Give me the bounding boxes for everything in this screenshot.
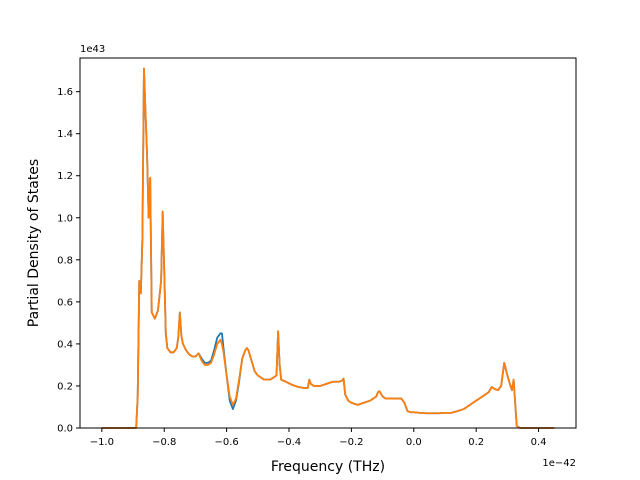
x-axis-label: Frequency (THz) [271,459,385,475]
series-line-2 [101,67,555,429]
y-axis-label: Partial Density of States [26,159,42,327]
y-tick-label: 1.6 [57,87,73,98]
y-axis-ticks: 0.0 0.2 0.4 0.6 0.8 1.0 1.2 1.4 1.6 [57,87,80,435]
y-tick-label: 1.2 [57,171,73,182]
y-offset-label: 1e43 [80,44,105,55]
x-tick-label: 0.2 [468,437,484,448]
y-tick-label: 1.4 [57,129,73,140]
x-tick-label: 0.0 [406,437,422,448]
y-tick-label: 0.8 [57,255,73,266]
x-tick-label: −0.4 [277,437,301,448]
y-tick-label: 0.6 [57,297,73,308]
x-tick-label: −0.6 [214,437,238,448]
y-tick-label: 0.2 [57,381,73,392]
x-tick-label: −0.8 [152,437,176,448]
series-layer [101,67,555,429]
plot-frame [79,57,577,429]
y-tick-label: 0.0 [57,424,73,435]
x-tick-label: −1.0 [90,437,114,448]
y-tick-label: 1.0 [57,213,73,224]
x-axis-ticks: −1.0 −0.8 −0.6 −0.4 −0.2 0.0 0.2 0.4 [90,428,547,448]
x-tick-label: 0.4 [531,437,547,448]
y-tick-label: 0.4 [57,339,73,350]
x-tick-label: −0.2 [339,437,363,448]
x-offset-label: 1e−42 [542,458,576,469]
